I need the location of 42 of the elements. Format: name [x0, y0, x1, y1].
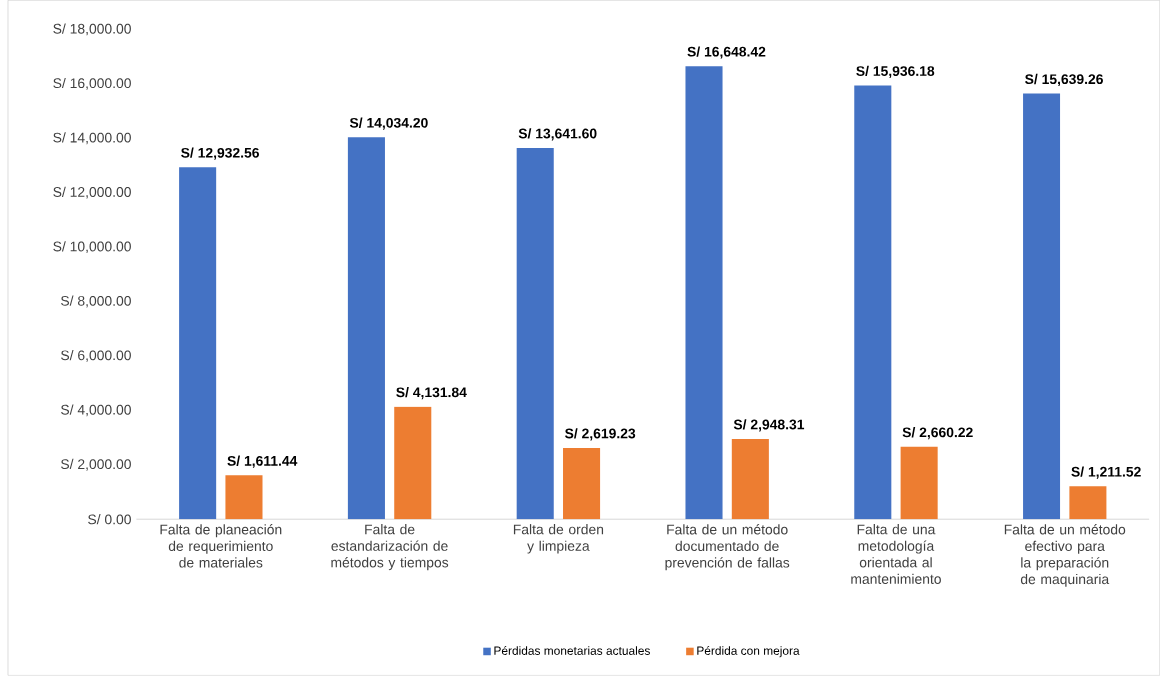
bar [685, 66, 723, 520]
data-label: S/ 2,948.31 [733, 419, 805, 432]
data-label: S/ 14,034.20 [349, 117, 428, 130]
data-label: S/ 1,211.52 [1071, 466, 1141, 479]
data-label: S/ 15,936.18 [856, 65, 935, 79]
data-label: S/ 12,932.56 [181, 147, 259, 160]
bar [225, 475, 263, 520]
legend-label: Pérdidas monetarias actuales [494, 646, 650, 656]
bar [854, 85, 892, 520]
y-tick-label: S/ 14,000.00 [53, 132, 131, 145]
data-label: S/ 16,648.42 [687, 46, 766, 59]
x-tick-label: Falta de estandarización de métodos y tiempos [331, 524, 449, 571]
x-tick-label: Falta de un método efectivo para la preparación de maquinaria [1004, 524, 1126, 588]
y-tick-label: S/ 4,000.00 [61, 404, 131, 417]
bar [1069, 486, 1107, 520]
x-tick-label: Falta de planeación de requerimiento de materiales [160, 524, 282, 568]
data-label: S/ 2,660.22 [902, 427, 973, 440]
legend-label: Pérdida con mejora [697, 646, 800, 658]
bar [394, 406, 432, 520]
bar [1023, 93, 1061, 520]
data-label: S/ 1,611.44 [227, 455, 298, 468]
data-label: S/ 15,639.26 [1025, 74, 1103, 87]
data-label: S/ 2,619.23 [565, 428, 636, 441]
x-tick-label: Falta de orden y limpieza [513, 524, 604, 554]
y-tick-label: S/ 12,000.00 [53, 186, 131, 199]
x-tick-label: Falta de una metodología orientada al mantenimiento [851, 524, 941, 585]
data-label: S/ 4,131.84 [396, 387, 467, 400]
data-label: S/ 13,641.60 [518, 128, 597, 141]
y-tick-label: S/ 16,000.00 [53, 78, 131, 90]
x-tick-label: Falta de un método documentado de prevención de fallas [665, 524, 790, 571]
y-tick-label: S/ 18,000.00 [53, 23, 131, 36]
bar [179, 167, 217, 520]
bar [347, 137, 385, 520]
bar [731, 439, 769, 520]
bar [563, 448, 601, 520]
y-tick-label: S/ 0.00 [88, 514, 131, 525]
y-tick-label: S/ 10,000.00 [53, 241, 131, 254]
y-tick-label: S/ 6,000.00 [61, 350, 131, 363]
y-tick-label: S/ 2,000.00 [61, 459, 131, 471]
bar [516, 148, 554, 520]
bar [900, 446, 938, 520]
y-tick-label: S/ 8,000.00 [61, 295, 131, 308]
